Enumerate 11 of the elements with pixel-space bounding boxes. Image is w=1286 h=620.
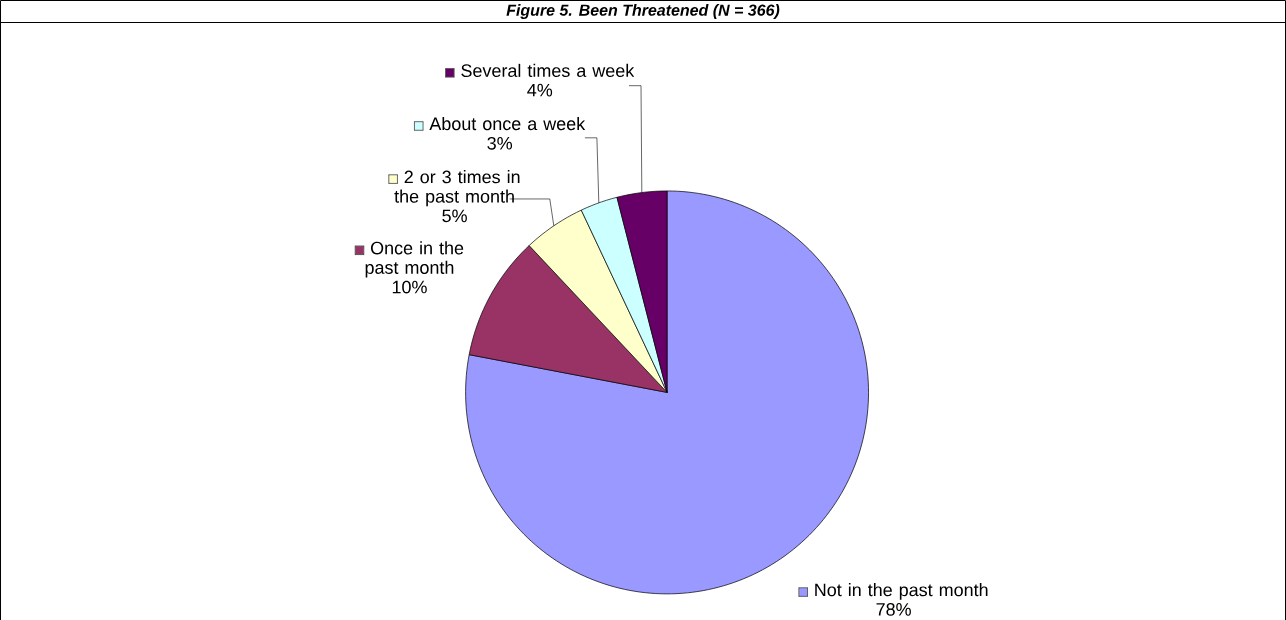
data-label: 4% <box>527 83 553 97</box>
chart-title: Figure 5. Been Threatened (N = 366) <box>506 3 780 19</box>
legend-label: 2 or 3 times in the past month <box>394 169 520 207</box>
legend-label: Not in the past month <box>815 582 988 600</box>
data-label: 5% <box>442 209 467 223</box>
data-label: 78% <box>876 602 911 616</box>
legend-label: Once in the past month <box>365 241 464 278</box>
data-label: 10% <box>392 280 427 294</box>
legend-label: About once a week <box>429 116 586 130</box>
legend-label: Several times a week <box>461 63 635 77</box>
data-label: 3% <box>487 136 513 150</box>
